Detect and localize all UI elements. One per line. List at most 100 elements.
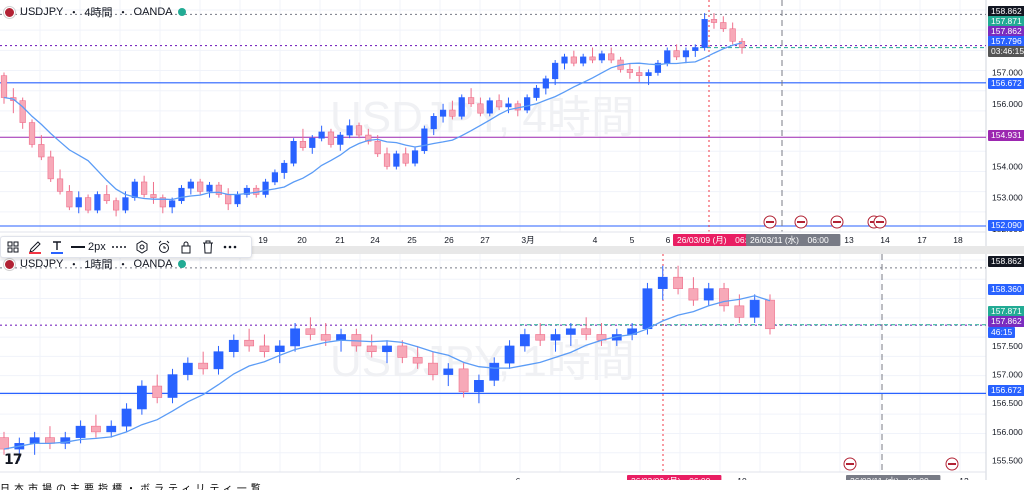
candle-body — [305, 328, 316, 335]
price-label-badge: 156.672 — [988, 385, 1024, 396]
candle-body — [346, 125, 353, 136]
candle-body — [645, 72, 652, 76]
candle-body — [299, 141, 307, 148]
price-label-badge: 46:15 — [988, 327, 1016, 338]
candlestick-chart-4h[interactable]: USDJPY, 4時間157.000156.000155.000154.0001… — [0, 0, 1024, 246]
line-style-icon[interactable] — [111, 238, 128, 256]
tradingview-logo[interactable]: 17 — [4, 452, 23, 468]
candle-body — [428, 362, 438, 375]
bottom-text-strip: 日本市場の主要指標・ボラティリティ一覧 — [0, 480, 1024, 490]
chart-legend-1h: USDJPY ・ 1時間 ・ OANDA — [4, 256, 186, 272]
candle-body — [336, 334, 346, 341]
candle-body — [182, 362, 193, 375]
price-label-badge: 157.862 — [988, 26, 1024, 37]
candle-body — [701, 19, 708, 48]
settings-icon[interactable] — [134, 238, 150, 256]
candle-body — [38, 144, 45, 158]
candle-body — [84, 197, 92, 211]
grid-icon[interactable] — [5, 238, 21, 256]
pane-divider[interactable] — [0, 246, 1024, 254]
price-tick-label: 156.000 — [992, 427, 1023, 437]
candle-body — [197, 181, 204, 192]
candle-body — [458, 97, 465, 117]
candle-body — [213, 351, 224, 370]
candle-body — [570, 56, 577, 64]
candle-body — [654, 62, 662, 73]
lock-icon[interactable] — [178, 238, 194, 256]
moving-average-line — [3, 42, 743, 201]
candle-body — [103, 194, 110, 202]
candle-body — [66, 191, 73, 208]
price-label-badge: 158.360 — [988, 284, 1024, 295]
candle-body — [383, 153, 391, 167]
alarm-clock-icon[interactable] — [156, 238, 172, 256]
candle-body — [657, 276, 668, 289]
date-tick-label: 19 — [258, 235, 268, 245]
drawing-toolbar: 2px — [0, 236, 252, 258]
candle-body — [412, 357, 423, 364]
date-tick-label: 5 — [630, 235, 635, 245]
candle-body — [636, 72, 643, 76]
candlestick-chart-1h[interactable]: USDJPY, 1時間158.500158.000157.500157.0001… — [0, 254, 1024, 490]
candle-body — [486, 100, 493, 114]
candle-body — [430, 116, 437, 130]
candle-body — [474, 380, 484, 393]
candle-body — [152, 385, 163, 398]
candle-body — [580, 56, 587, 64]
candle-body — [581, 328, 592, 335]
date-tick-label: 25 — [407, 235, 417, 245]
date-tick-label: 20 — [297, 235, 307, 245]
date-tick-label: 4 — [593, 235, 598, 245]
candle-body — [710, 19, 718, 23]
candle-body — [374, 141, 381, 155]
candle-body — [19, 100, 26, 123]
chart-watermark: USDJPY, 1時間 — [330, 337, 635, 386]
candle-body — [259, 345, 270, 352]
trash-icon[interactable] — [200, 238, 216, 256]
candle-body — [0, 437, 9, 450]
candle-body — [355, 125, 363, 136]
legend-symbol: USDJPY — [20, 6, 64, 18]
candle-body — [318, 131, 325, 139]
legend-separator: ・ — [68, 7, 80, 19]
candle-body — [187, 181, 194, 189]
text-icon[interactable] — [49, 238, 65, 256]
candle-body — [642, 288, 653, 330]
legend-separator: ・ — [117, 7, 129, 19]
candle-body — [489, 362, 500, 381]
line-width-label: 2px — [88, 241, 106, 253]
candle-body — [550, 334, 561, 341]
candle-body — [561, 56, 568, 64]
chart-pane-4h[interactable]: USDJPY, 4時間157.000156.000155.000154.0001… — [0, 0, 1024, 246]
pencil-icon[interactable] — [27, 238, 43, 256]
candle-body — [327, 131, 335, 145]
candle-body — [626, 69, 634, 73]
price-label-badge: 157.871 — [988, 16, 1024, 27]
price-label-badge: 157.862 — [988, 316, 1024, 327]
date-tick-label: 26 — [444, 235, 454, 245]
candle-body — [703, 288, 714, 301]
candle-body — [519, 334, 530, 347]
candle-body — [91, 425, 101, 433]
candle-body — [467, 97, 475, 105]
candle-body — [0, 75, 8, 98]
candle-body — [565, 328, 576, 335]
legend-separator: ・ — [68, 259, 80, 271]
candle-body — [271, 172, 279, 183]
candle-body — [234, 194, 241, 205]
candle-body — [131, 181, 138, 198]
us-flag-icon — [4, 6, 15, 18]
date-tick-label: 17 — [917, 235, 927, 245]
candle-body — [150, 194, 157, 198]
candle-body — [94, 194, 101, 211]
line-width-selector[interactable]: 2px — [71, 238, 106, 256]
more-icon[interactable] — [222, 238, 238, 256]
candle-body — [504, 345, 515, 364]
candle-body — [244, 339, 255, 347]
chart-pane-1h[interactable]: USDJPY, 1時間158.500158.000157.500157.0001… — [0, 254, 1024, 490]
price-label-badge: 158.862 — [988, 256, 1024, 267]
candle-body — [749, 299, 760, 318]
candle-body — [397, 345, 408, 358]
price-label-badge: 154.931 — [988, 130, 1024, 141]
legend-broker: OANDA — [133, 6, 173, 18]
